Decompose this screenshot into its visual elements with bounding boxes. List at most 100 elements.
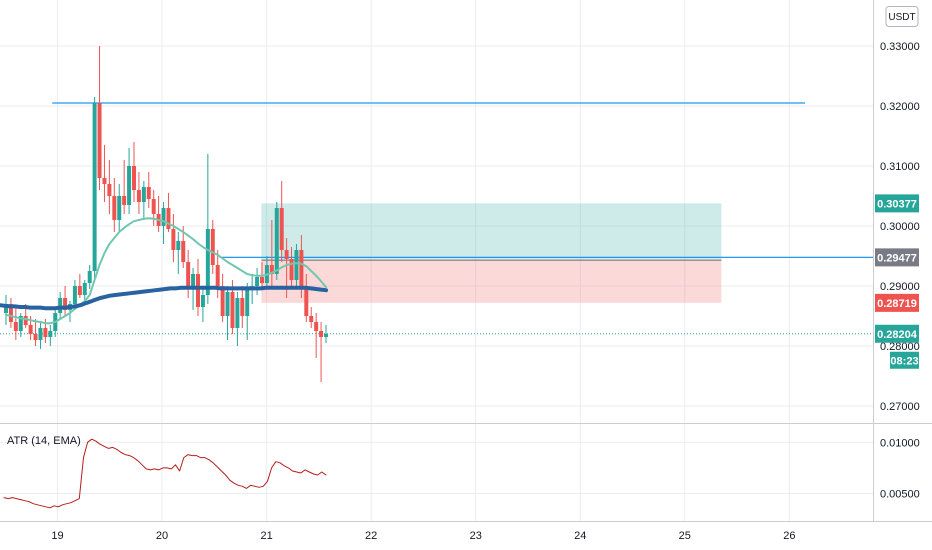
candle-body xyxy=(255,277,260,286)
candle-body xyxy=(171,229,176,250)
price-badge-label: 0.30377 xyxy=(877,198,917,210)
candle-body xyxy=(141,187,146,202)
candle-body xyxy=(279,208,284,250)
candle-body xyxy=(72,286,77,304)
time-tick-label: 22 xyxy=(365,530,377,542)
currency-label[interactable]: USDT xyxy=(888,12,915,23)
candle-body xyxy=(13,322,18,331)
currency-button-box[interactable] xyxy=(885,6,919,27)
price-badge xyxy=(875,324,919,343)
price-tick-label: 0.27000 xyxy=(880,401,920,413)
candle-body xyxy=(240,298,245,316)
price-tick-label: 0.32000 xyxy=(880,101,920,113)
moving-averages xyxy=(0,217,328,325)
candle-body xyxy=(28,325,33,334)
candle-body xyxy=(181,241,186,262)
candlestick-series xyxy=(4,46,328,382)
candle-body xyxy=(309,316,314,322)
price-tick-label: 0.33000 xyxy=(880,41,920,53)
long-position-tool[interactable] xyxy=(261,203,722,303)
candle-body xyxy=(161,208,166,226)
atr-pane xyxy=(3,438,327,509)
candle-body xyxy=(58,298,63,313)
candle-body xyxy=(146,187,151,199)
candle-body xyxy=(324,334,328,337)
atr-tick-label: 0.00500 xyxy=(880,488,920,500)
candle-body xyxy=(200,295,205,307)
atr-line xyxy=(3,438,327,509)
countdown-badge xyxy=(890,351,919,369)
horizontal-lines[interactable] xyxy=(0,102,873,335)
candle-body xyxy=(274,208,279,274)
candle-body xyxy=(166,208,171,229)
candle-body xyxy=(210,229,215,265)
atr-indicator-title[interactable]: ATR (14, EMA) xyxy=(7,435,81,447)
time-tick-label: 24 xyxy=(574,530,586,542)
price-tick-label: 0.31000 xyxy=(880,161,920,173)
price-tick-label: 0.28000 xyxy=(880,341,920,353)
candle-body xyxy=(136,190,141,202)
candle-body xyxy=(230,292,235,328)
price-badges: 0.30377 0.29477 0.28719 0.28204 08:23 xyxy=(875,194,919,369)
time-tick-label: 25 xyxy=(679,530,691,542)
candle-body xyxy=(43,328,48,337)
candle-body xyxy=(132,166,136,190)
atr-tick-label: 0.01000 xyxy=(880,437,920,449)
candle-body xyxy=(63,298,68,310)
candle-body xyxy=(225,292,230,316)
time-tick-label: 23 xyxy=(470,530,482,542)
time-tick-label: 19 xyxy=(51,530,63,542)
candle-body xyxy=(284,250,289,259)
price-badge-label: 0.28204 xyxy=(877,329,918,341)
candle-body xyxy=(87,271,92,283)
price-badge xyxy=(875,293,919,312)
candle-body xyxy=(299,250,304,286)
candle-body xyxy=(117,196,122,220)
candle-body xyxy=(314,322,319,331)
candle-body xyxy=(107,184,112,196)
candle-body xyxy=(260,277,264,283)
candle-body xyxy=(23,316,28,325)
price-tick-label: 0.29000 xyxy=(880,281,920,293)
candle-body xyxy=(4,304,8,313)
candle-body xyxy=(235,298,240,328)
candle-body xyxy=(102,178,107,184)
price-badge xyxy=(875,248,919,267)
axes xyxy=(0,0,932,522)
candle-body xyxy=(269,265,274,274)
price-badge xyxy=(875,194,919,213)
candle-body xyxy=(205,229,210,295)
price-badge-label: 0.29477 xyxy=(877,252,917,264)
candle-body xyxy=(304,286,309,316)
candle-body xyxy=(186,262,191,286)
candle-body xyxy=(122,196,127,205)
candle-body xyxy=(38,328,43,340)
time-tick-label: 20 xyxy=(156,530,168,542)
currency-button[interactable]: USDT xyxy=(885,6,919,27)
candle-body xyxy=(127,166,132,205)
ema-long-line xyxy=(0,285,328,311)
price-badge-label: 0.28719 xyxy=(877,298,917,310)
candle-body xyxy=(151,199,156,214)
price-axis-ticks: 0.27000 0.28000 0.29000 0.30000 0.31000 0.320… xyxy=(880,41,920,500)
candle-body xyxy=(18,316,23,331)
candle-body xyxy=(319,331,324,337)
candle-body xyxy=(176,241,181,250)
take-profit-zone xyxy=(261,203,722,261)
candle-body xyxy=(294,250,299,280)
candle-body xyxy=(97,103,102,178)
time-tick-label: 26 xyxy=(783,530,795,542)
candle-body xyxy=(112,196,117,220)
candle-body xyxy=(92,103,97,271)
stop-loss-zone xyxy=(261,260,722,303)
candle-body xyxy=(245,289,250,316)
time-axis-ticks[interactable]: 19 20 21 22 23 24 25 26 xyxy=(51,530,795,542)
ema-short-line xyxy=(5,217,327,325)
candle-body xyxy=(82,283,87,295)
candle-body xyxy=(77,286,82,295)
candle-body xyxy=(289,259,294,280)
candle-body xyxy=(220,286,225,316)
candle-body xyxy=(48,331,53,337)
countdown-label: 08:23 xyxy=(890,355,918,367)
